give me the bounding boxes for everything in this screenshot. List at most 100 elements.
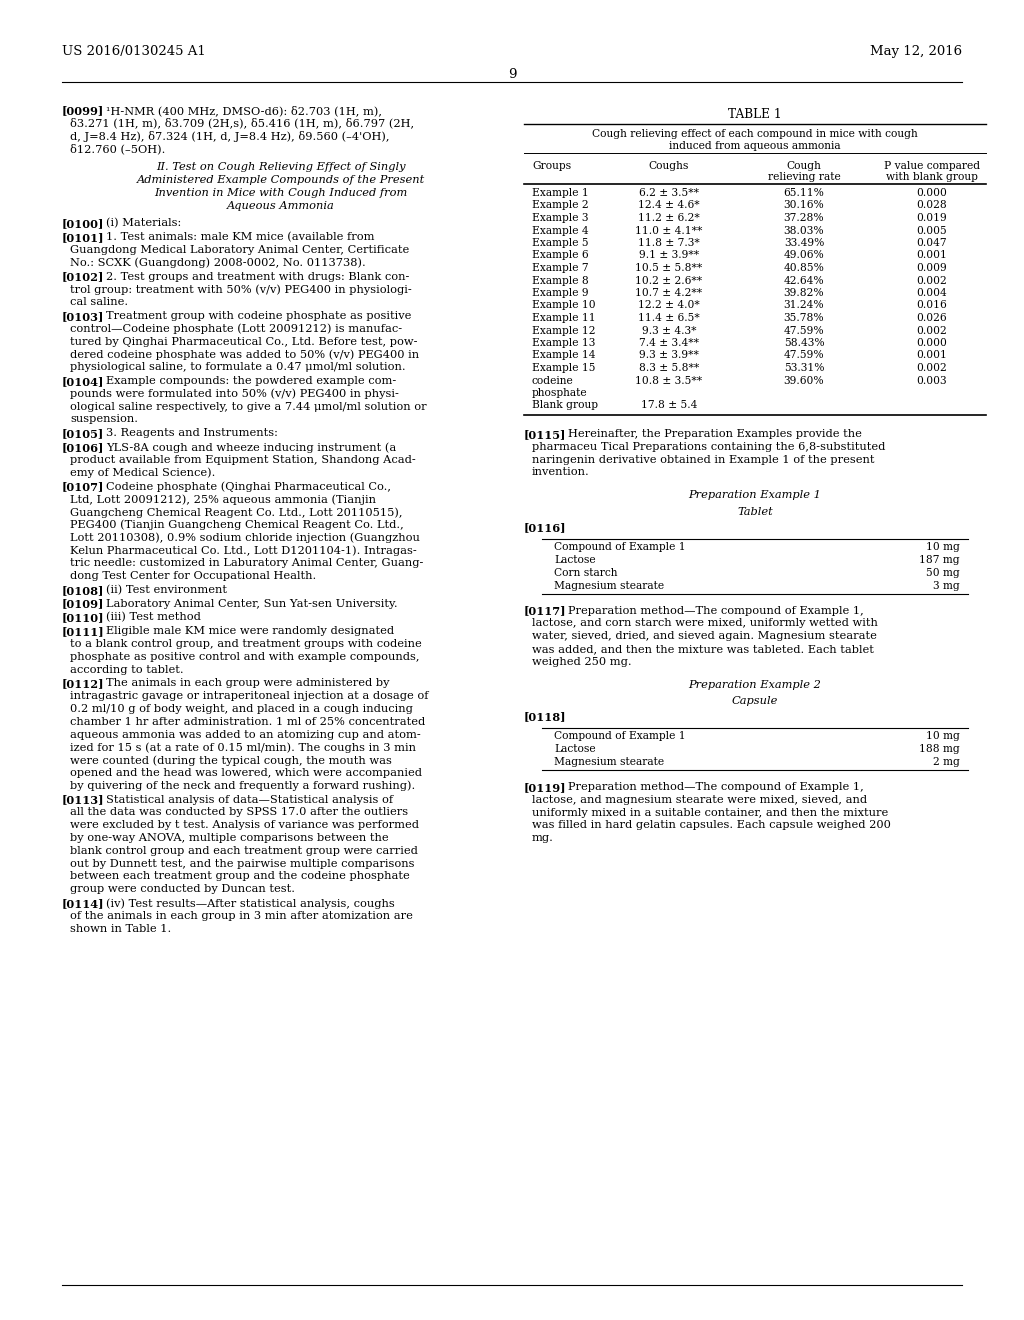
Text: of the animals in each group in 3 min after atomization are: of the animals in each group in 3 min af…: [70, 911, 413, 921]
Text: intragastric gavage or intraperitoneal injection at a dosage of: intragastric gavage or intraperitoneal i…: [70, 692, 428, 701]
Text: Administered Example Compounds of the Present: Administered Example Compounds of the Pr…: [137, 176, 425, 185]
Text: mg.: mg.: [532, 833, 554, 843]
Text: 38.03%: 38.03%: [783, 226, 824, 235]
Text: were counted (during the typical cough, the mouth was: were counted (during the typical cough, …: [70, 755, 392, 766]
Text: Example 9: Example 9: [532, 288, 589, 298]
Text: [0111]: [0111]: [62, 626, 104, 638]
Text: 2. Test groups and treatment with drugs: Blank con-: 2. Test groups and treatment with drugs:…: [106, 272, 410, 281]
Text: Lactose: Lactose: [554, 744, 596, 754]
Text: pounds were formulated into 50% (v/v) PEG400 in physi-: pounds were formulated into 50% (v/v) PE…: [70, 389, 399, 400]
Text: naringenin derivative obtained in Example 1 of the present: naringenin derivative obtained in Exampl…: [532, 454, 874, 465]
Text: relieving rate: relieving rate: [768, 172, 841, 182]
Text: 2 mg: 2 mg: [933, 756, 961, 767]
Text: 49.06%: 49.06%: [783, 251, 824, 260]
Text: Example 14: Example 14: [532, 351, 596, 360]
Text: [0100]: [0100]: [62, 218, 104, 230]
Text: trol group: treatment with 50% (v/v) PEG400 in physiologi-: trol group: treatment with 50% (v/v) PEG…: [70, 284, 412, 294]
Text: weighed 250 mg.: weighed 250 mg.: [532, 657, 632, 667]
Text: Magnesium stearate: Magnesium stearate: [554, 581, 665, 590]
Text: codeine: codeine: [532, 375, 573, 385]
Text: 0.2 ml/10 g of body weight, and placed in a cough inducing: 0.2 ml/10 g of body weight, and placed i…: [70, 704, 413, 714]
Text: [0115]: [0115]: [524, 429, 566, 440]
Text: [0101]: [0101]: [62, 232, 104, 243]
Text: δ3.271 (1H, m), δ3.709 (2H,s), δ5.416 (1H, m), δ6.797 (2H,: δ3.271 (1H, m), δ3.709 (2H,s), δ5.416 (1…: [70, 117, 414, 128]
Text: 0.000: 0.000: [916, 187, 947, 198]
Text: Example 5: Example 5: [532, 238, 589, 248]
Text: 31.24%: 31.24%: [783, 301, 824, 310]
Text: dered codeine phosphate was added to 50% (v/v) PEG400 in: dered codeine phosphate was added to 50%…: [70, 350, 419, 360]
Text: [0118]: [0118]: [524, 711, 566, 722]
Text: pharmaceu Tical Preparations containing the 6,8-substituted: pharmaceu Tical Preparations containing …: [532, 442, 886, 451]
Text: [0108]: [0108]: [62, 585, 104, 595]
Text: 53.31%: 53.31%: [783, 363, 824, 374]
Text: YLS-8A cough and wheeze inducing instrument (a: YLS-8A cough and wheeze inducing instrum…: [106, 442, 396, 453]
Text: 0.001: 0.001: [916, 351, 947, 360]
Text: No.: SCXK (Guangdong) 2008-0002, No. 0113738).: No.: SCXK (Guangdong) 2008-0002, No. 011…: [70, 257, 366, 268]
Text: Example 7: Example 7: [532, 263, 589, 273]
Text: 0.002: 0.002: [916, 326, 947, 335]
Text: (i) Materials:: (i) Materials:: [106, 218, 181, 228]
Text: blank control group and each treatment group were carried: blank control group and each treatment g…: [70, 846, 418, 855]
Text: Example 3: Example 3: [532, 213, 589, 223]
Text: 42.64%: 42.64%: [783, 276, 824, 285]
Text: [0114]: [0114]: [62, 898, 104, 909]
Text: opened and the head was lowered, which were accompanied: opened and the head was lowered, which w…: [70, 768, 422, 777]
Text: 0.005: 0.005: [916, 226, 947, 235]
Text: The animals in each group were administered by: The animals in each group were administe…: [106, 678, 389, 689]
Text: 0.009: 0.009: [916, 263, 947, 273]
Text: emy of Medical Science).: emy of Medical Science).: [70, 467, 215, 478]
Text: 0.001: 0.001: [916, 251, 947, 260]
Text: Example 12: Example 12: [532, 326, 596, 335]
Text: [0112]: [0112]: [62, 678, 104, 689]
Text: PEG400 (Tianjin Guangcheng Chemical Reagent Co. Ltd.,: PEG400 (Tianjin Guangcheng Chemical Reag…: [70, 520, 403, 531]
Text: [0117]: [0117]: [524, 606, 566, 616]
Text: by quivering of the neck and frequently a forward rushing).: by quivering of the neck and frequently …: [70, 781, 416, 792]
Text: Coughs: Coughs: [649, 161, 689, 172]
Text: 10.5 ± 5.8**: 10.5 ± 5.8**: [635, 263, 702, 273]
Text: Statistical analysis of data—Statistical analysis of: Statistical analysis of data—Statistical…: [106, 795, 393, 805]
Text: Hereinafter, the Preparation Examples provide the: Hereinafter, the Preparation Examples pr…: [568, 429, 862, 440]
Text: out by Dunnett test, and the pairwise multiple comparisons: out by Dunnett test, and the pairwise mu…: [70, 858, 415, 869]
Text: [0102]: [0102]: [62, 272, 104, 282]
Text: suspension.: suspension.: [70, 414, 138, 425]
Text: TABLE 1: TABLE 1: [728, 108, 781, 121]
Text: between each treatment group and the codeine phosphate: between each treatment group and the cod…: [70, 871, 410, 882]
Text: uniformly mixed in a suitable container, and then the mixture: uniformly mixed in a suitable container,…: [532, 808, 888, 817]
Text: 7.4 ± 3.4**: 7.4 ± 3.4**: [639, 338, 699, 348]
Text: (iv) Test results—After statistical analysis, coughs: (iv) Test results—After statistical anal…: [106, 898, 394, 908]
Text: Example 13: Example 13: [532, 338, 595, 348]
Text: 9: 9: [508, 69, 516, 81]
Text: all the data was conducted by SPSS 17.0 after the outliers: all the data was conducted by SPSS 17.0 …: [70, 808, 409, 817]
Text: Cough: Cough: [786, 161, 821, 172]
Text: water, sieved, dried, and sieved again. Magnesium stearate: water, sieved, dried, and sieved again. …: [532, 631, 877, 642]
Text: δ12.760 (–5OH).: δ12.760 (–5OH).: [70, 144, 165, 154]
Text: 6.2 ± 3.5**: 6.2 ± 3.5**: [639, 187, 699, 198]
Text: 40.85%: 40.85%: [783, 263, 824, 273]
Text: lactose, and corn starch were mixed, uniformly wetted with: lactose, and corn starch were mixed, uni…: [532, 618, 878, 628]
Text: 10 mg: 10 mg: [926, 731, 961, 741]
Text: tured by Qinghai Pharmaceutical Co., Ltd. Before test, pow-: tured by Qinghai Pharmaceutical Co., Ltd…: [70, 337, 418, 347]
Text: 0.026: 0.026: [916, 313, 947, 323]
Text: 9.1 ± 3.9**: 9.1 ± 3.9**: [639, 251, 699, 260]
Text: [0107]: [0107]: [62, 482, 104, 492]
Text: Example 2: Example 2: [532, 201, 589, 210]
Text: [0119]: [0119]: [524, 781, 566, 793]
Text: ological saline respectively, to give a 7.44 μmol/ml solution or: ological saline respectively, to give a …: [70, 401, 427, 412]
Text: Example 11: Example 11: [532, 313, 596, 323]
Text: Lott 20110308), 0.9% sodium chloride injection (Guangzhou: Lott 20110308), 0.9% sodium chloride inj…: [70, 532, 420, 543]
Text: 0.047: 0.047: [916, 238, 947, 248]
Text: 11.8 ± 7.3*: 11.8 ± 7.3*: [638, 238, 699, 248]
Text: (iii) Test method: (iii) Test method: [106, 612, 201, 623]
Text: phosphate: phosphate: [532, 388, 588, 399]
Text: [0106]: [0106]: [62, 442, 104, 453]
Text: 11.4 ± 6.5*: 11.4 ± 6.5*: [638, 313, 699, 323]
Text: chamber 1 hr after administration. 1 ml of 25% concentrated: chamber 1 hr after administration. 1 ml …: [70, 717, 425, 727]
Text: d, J=8.4 Hz), δ7.324 (1H, d, J=8.4 Hz), δ9.560 (–4'OH),: d, J=8.4 Hz), δ7.324 (1H, d, J=8.4 Hz), …: [70, 131, 389, 141]
Text: Corn starch: Corn starch: [554, 568, 617, 578]
Text: invention.: invention.: [532, 467, 590, 478]
Text: shown in Table 1.: shown in Table 1.: [70, 924, 171, 933]
Text: 39.82%: 39.82%: [783, 288, 824, 298]
Text: Tablet: Tablet: [737, 507, 773, 517]
Text: Treatment group with codeine phosphate as positive: Treatment group with codeine phosphate a…: [106, 312, 412, 321]
Text: induced from aqueous ammonia: induced from aqueous ammonia: [670, 141, 841, 150]
